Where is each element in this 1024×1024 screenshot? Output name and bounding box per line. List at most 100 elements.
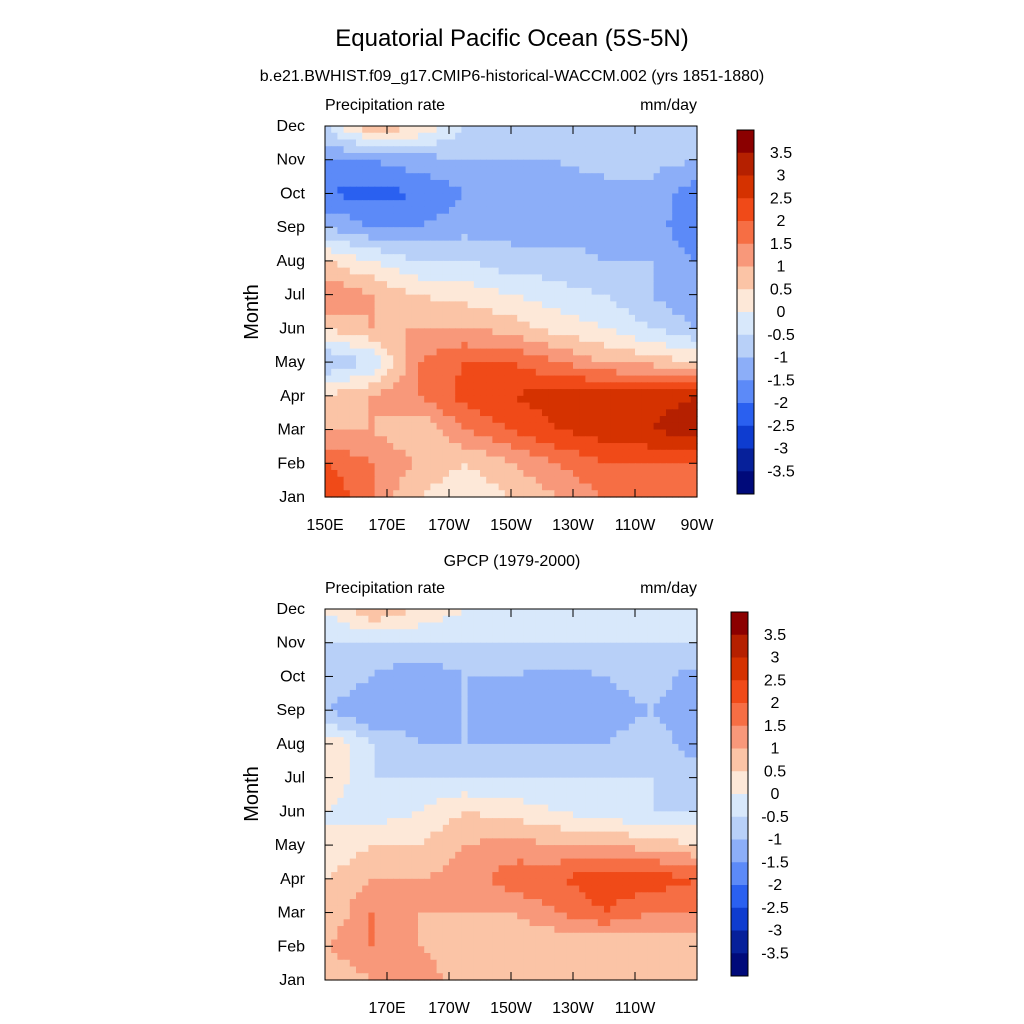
heatmap-cell [672, 328, 679, 336]
heatmap-cell [436, 126, 444, 134]
colorbar-label: 0.5 [770, 281, 792, 298]
heatmap-cell [535, 375, 543, 383]
heatmap-cell [455, 335, 462, 343]
heatmap-cell [405, 429, 413, 437]
heatmap-cell [436, 146, 444, 154]
heatmap-cell [628, 777, 636, 785]
heatmap-cell [659, 409, 667, 417]
heatmap-cell [467, 669, 475, 678]
heatmap-cell [573, 436, 580, 444]
heatmap-cell [635, 463, 642, 471]
heatmap-cell [374, 146, 382, 154]
heatmap-cell [542, 615, 549, 624]
heatmap-cell [554, 422, 562, 431]
heatmap-cell [405, 490, 413, 498]
heatmap-cell [418, 389, 425, 397]
heatmap-cell [604, 301, 611, 309]
heatmap-cell [405, 649, 413, 657]
heatmap-cell [405, 676, 413, 684]
heatmap-cell [511, 314, 518, 323]
heatmap-cell [591, 206, 599, 215]
heatmap-cell [461, 737, 469, 745]
heatmap-cell [418, 186, 425, 195]
heatmap-cell [678, 301, 686, 309]
heatmap-cell [337, 368, 345, 377]
heatmap-cell [622, 159, 630, 168]
heatmap-cell [442, 409, 450, 417]
heatmap-cell [449, 730, 456, 738]
heatmap-cell [659, 233, 667, 242]
heatmap-cell [356, 200, 363, 208]
heatmap-cell [690, 436, 698, 444]
heatmap-cell [548, 375, 555, 383]
heatmap-cell [684, 159, 692, 168]
heatmap-cell [473, 443, 481, 451]
heatmap-cell [628, 267, 636, 275]
heatmap-cell [473, 609, 481, 617]
heatmap-cell [436, 463, 444, 471]
heatmap-cell [647, 146, 655, 154]
heatmap-cell [473, 206, 481, 215]
heatmap-cell [418, 656, 425, 664]
heatmap-cell [411, 186, 419, 195]
heatmap-cell [647, 615, 655, 624]
heatmap-cell [467, 770, 475, 779]
heatmap-cell [461, 173, 469, 181]
heatmap-cell [325, 750, 332, 758]
heatmap-cell [331, 267, 338, 275]
heatmap-cell [610, 294, 617, 302]
heatmap-cell [387, 757, 394, 765]
heatmap-cell [461, 635, 469, 644]
heatmap-cell [436, 186, 444, 195]
heatmap-cell [554, 368, 562, 377]
heatmap-cell [585, 139, 593, 147]
heatmap-cell [473, 629, 481, 637]
heatmap-cell [641, 483, 648, 491]
heatmap-cell [343, 436, 351, 444]
heatmap-cell [331, 669, 338, 678]
heatmap-cell [684, 696, 692, 705]
heatmap-cell [529, 750, 537, 758]
heatmap-cell [554, 770, 562, 779]
heatmap-cell [442, 750, 450, 758]
heatmap-cell [331, 770, 338, 779]
heatmap-cell [442, 267, 450, 275]
heatmap-cell [387, 193, 394, 201]
heatmap-cell [610, 649, 617, 657]
heatmap-cell [393, 200, 400, 208]
heatmap-cell [368, 341, 376, 350]
heatmap-cell [337, 335, 345, 343]
heatmap-cell [573, 422, 580, 431]
heatmap-cell [628, 656, 636, 664]
heatmap-cell [455, 240, 462, 249]
heatmap-cell [560, 770, 568, 779]
heatmap-cell [678, 737, 686, 745]
heatmap-cell [672, 662, 679, 671]
heatmap-cell [529, 622, 537, 630]
heatmap-cell [529, 321, 537, 329]
heatmap-cell [467, 649, 475, 657]
heatmap-cell [455, 622, 462, 630]
heatmap-cell [535, 662, 543, 671]
heatmap-cell [492, 213, 500, 222]
heatmap-cell [473, 368, 481, 377]
heatmap-cell [579, 696, 586, 705]
heatmap-cell [666, 662, 673, 671]
heatmap-cell [591, 456, 599, 464]
heatmap-cell [573, 186, 580, 195]
heatmap-cell [455, 132, 462, 141]
heatmap-cell [455, 375, 462, 383]
heatmap-cell [604, 710, 611, 718]
heatmap-cell [405, 737, 413, 745]
heatmap-cell [684, 470, 692, 478]
heatmap-cell [666, 436, 673, 444]
heatmap-cell [591, 436, 599, 444]
heatmap-cell [560, 689, 568, 698]
heatmap-cell [430, 308, 438, 316]
heatmap-cell [622, 764, 630, 772]
heatmap-cell [659, 395, 667, 404]
heatmap-cell [498, 173, 506, 181]
heatmap-cell [399, 179, 407, 188]
heatmap-cell [492, 152, 500, 161]
heatmap-cell [628, 449, 636, 458]
